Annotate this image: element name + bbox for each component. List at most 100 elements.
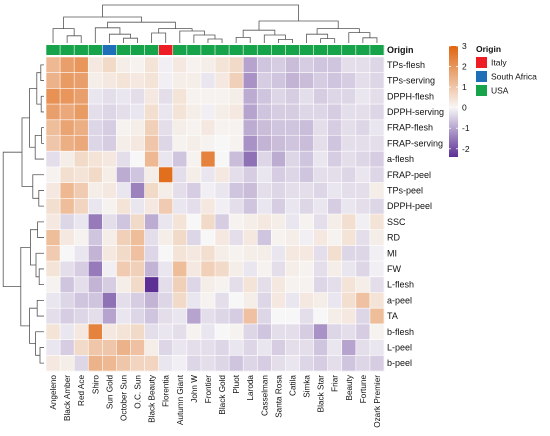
- heatmap-cell-18-21: [341, 339, 357, 356]
- heatmap-cell-7-6: [130, 166, 145, 183]
- heatmap-cell-2-3: [88, 88, 103, 105]
- heatmap-cell-8-9: [172, 182, 188, 199]
- heatmap-cell-13-23: [369, 261, 385, 278]
- color-scale-tick-label: 3: [462, 41, 467, 51]
- heatmap-cell-10-18: [299, 214, 314, 230]
- heatmap-cell-7-23: [369, 166, 385, 183]
- heatmap-cell-6-19: [313, 151, 328, 168]
- heatmap-cell-17-10: [186, 323, 202, 340]
- heatmap-cell-4-22: [355, 119, 371, 136]
- origin-legend-title: Origin: [476, 44, 501, 54]
- origin-cell: [130, 45, 145, 55]
- heatmap-cell-0-2: [74, 57, 89, 73]
- heatmap-cell-12-2: [74, 245, 89, 262]
- heatmap-cell-13-3: [88, 261, 103, 278]
- heatmap-cell-19-23: [369, 355, 385, 372]
- heatmap-cell-14-3: [88, 276, 103, 293]
- heatmap-cell-14-10: [186, 276, 202, 293]
- heatmap-cell-0-4: [102, 57, 117, 73]
- heatmap-cell-2-9: [172, 88, 188, 105]
- heatmap-cell-1-14: [243, 72, 258, 89]
- heatmap-cell-6-20: [327, 151, 343, 168]
- heatmap-cell-17-0: [46, 323, 61, 340]
- row-label: TPs-serving: [387, 76, 435, 86]
- heatmap-cell-11-8: [158, 229, 174, 246]
- heatmap-cell-1-6: [130, 72, 145, 89]
- heatmap-cell-12-6: [130, 245, 145, 262]
- heatmap-cell-0-5: [116, 57, 131, 73]
- heatmap-cell-12-15: [257, 245, 272, 262]
- heatmap-cell-2-23: [369, 88, 385, 105]
- heatmap-cell-15-18: [299, 292, 314, 309]
- heatmap-cell-4-7: [144, 119, 159, 136]
- heatmap-cell-8-20: [327, 182, 343, 199]
- heatmap-cell-10-14: [243, 214, 258, 230]
- heatmap-cell-0-14: [243, 57, 258, 73]
- heatmap-cell-14-2: [74, 276, 89, 293]
- heatmap-cell-5-16: [271, 135, 286, 152]
- heatmap-cell-13-11: [200, 261, 216, 278]
- heatmap-cell-18-6: [130, 339, 145, 356]
- heatmap-cell-13-5: [116, 261, 131, 278]
- heatmap-cell-9-2: [74, 198, 89, 215]
- heatmap-cell-18-14: [243, 339, 258, 356]
- heatmap-cell-1-5: [116, 72, 131, 89]
- heatmap-cell-19-13: [229, 355, 244, 372]
- heatmap-cell-1-17: [285, 72, 300, 89]
- heatmap-cell-19-1: [60, 355, 75, 372]
- heatmap-cell-0-9: [172, 57, 188, 73]
- heatmap-cell-8-1: [60, 182, 75, 199]
- heatmap-cell-11-14: [243, 229, 258, 246]
- heatmap-cell-16-16: [271, 308, 286, 325]
- heatmap-cell-7-20: [327, 166, 343, 183]
- heatmap-cell-13-13: [229, 261, 244, 278]
- heatmap-cell-0-1: [60, 57, 75, 73]
- heatmap-cell-12-16: [271, 245, 286, 262]
- heatmap-cell-17-17: [285, 323, 300, 340]
- heatmap-cell-11-10: [186, 229, 202, 246]
- column-label: Red Ace: [77, 375, 86, 406]
- heatmap-cell-12-22: [355, 245, 371, 262]
- column-label: Shiro: [91, 375, 100, 395]
- heatmap-cell-10-11: [200, 214, 216, 230]
- heatmap-cell-4-3: [88, 119, 103, 136]
- heatmap-cell-14-8: [158, 276, 174, 293]
- heatmap-cell-19-18: [299, 355, 314, 372]
- heatmap-cell-7-7: [144, 166, 159, 183]
- heatmap-cell-15-10: [186, 292, 202, 309]
- heatmap-cell-10-10: [186, 214, 202, 230]
- heatmap-cell-9-14: [243, 198, 258, 215]
- heatmap-cell-3-15: [257, 104, 272, 121]
- dendrogram-link: [35, 252, 44, 278]
- color-scale-tick-label: 2: [462, 62, 467, 72]
- heatmap-cell-5-0: [46, 135, 61, 152]
- heatmap-cell-1-21: [341, 72, 357, 89]
- heatmap-cell-8-8: [158, 182, 174, 199]
- heatmap-cell-19-0: [46, 355, 61, 372]
- row-label: DPPH-flesh: [387, 91, 434, 101]
- heatmap-cell-17-9: [172, 323, 188, 340]
- heatmap-cell-0-17: [285, 57, 300, 73]
- heatmap-cell-11-15: [257, 229, 272, 246]
- dendrogram-link: [34, 135, 44, 160]
- heatmap-cell-3-22: [355, 104, 371, 121]
- heatmap-cell-11-12: [215, 229, 230, 246]
- heatmap-cell-16-12: [215, 308, 230, 325]
- heatmap-cell-0-19: [313, 57, 328, 73]
- heatmap-cell-5-7: [144, 135, 159, 152]
- heatmap-cell-8-2: [74, 182, 89, 199]
- heatmap-cell-19-7: [144, 355, 159, 372]
- heatmap-cell-19-11: [200, 355, 216, 372]
- heatmap-cell-3-19: [313, 104, 328, 121]
- column-label: Autumn Giant: [176, 374, 185, 425]
- dendrogram-link: [29, 307, 38, 344]
- heatmap-cell-17-13: [229, 323, 244, 340]
- heatmap-cell-5-13: [229, 135, 244, 152]
- origin-cell: [88, 45, 103, 55]
- heatmap-cell-3-4: [102, 104, 117, 121]
- heatmap-cell-4-13: [229, 119, 244, 136]
- column-label: Santa Rosa: [274, 375, 283, 418]
- heatmap-cell-0-13: [229, 57, 244, 73]
- heatmap-cell-3-1: [60, 104, 75, 121]
- origin-legend-swatch: [476, 57, 487, 68]
